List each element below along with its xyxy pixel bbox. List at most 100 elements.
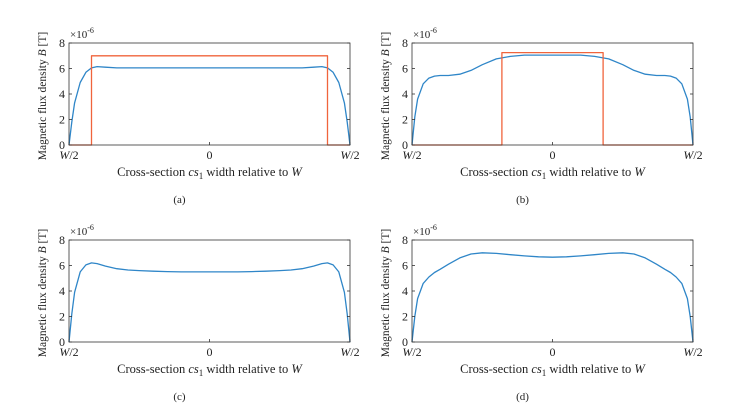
y-tick-label: 4: [59, 284, 65, 298]
y-label-var: B: [380, 49, 392, 56]
y-tick-label: 2: [402, 310, 408, 324]
x-tick-label: W/2: [59, 345, 78, 359]
series-line-blue: [68, 65, 351, 146]
x-tick-label: 0: [550, 345, 556, 359]
x-label-var-2: W: [634, 362, 646, 376]
x-label-var-2: W: [291, 165, 303, 179]
x-tick-rest: /2: [412, 345, 421, 359]
x-label-text: Cross-section: [117, 362, 188, 376]
x-label-subscript: 1: [199, 171, 204, 181]
x-label-var: cs: [531, 165, 542, 179]
y-scale-exponent: -6: [430, 223, 437, 232]
y-axis-label: Magnetic flux density B [T]: [37, 32, 49, 160]
y-label-var: B: [380, 246, 392, 253]
y-label-var: B: [37, 246, 49, 253]
x-tick-rest: /2: [350, 345, 359, 359]
y-scale-base: ×10: [70, 226, 88, 238]
y-tick-label: 8: [59, 233, 65, 247]
y-tick-label: 4: [59, 87, 65, 101]
x-tick-label: 0: [550, 148, 556, 162]
x-axis-label: Cross-section cs1 width relative to W: [117, 165, 303, 181]
x-tick-var: W: [340, 345, 351, 359]
y-tick-label: 6: [59, 259, 65, 273]
series-line-blue: [411, 252, 694, 343]
y-tick-label: 0: [59, 335, 65, 349]
y-scale-exponent: -6: [87, 223, 94, 232]
y-tick-label: 8: [402, 233, 408, 247]
x-label-subscript: 1: [542, 368, 547, 378]
y-tick-label: 4: [402, 284, 408, 298]
x-label-text-2: width relative to: [546, 165, 634, 179]
x-tick-var: W: [59, 148, 70, 162]
x-label-var: cs: [188, 165, 199, 179]
x-tick-label: W/2: [59, 148, 78, 162]
series-line-orange: [412, 51, 693, 146]
x-tick-var: W: [402, 345, 413, 359]
y-label-unit: [T]: [380, 229, 392, 247]
y-axis-label: Magnetic flux density B [T]: [37, 229, 49, 357]
y-tick-label: 6: [59, 62, 65, 76]
panel-caption: (d): [516, 391, 529, 403]
y-scale-base: ×10: [70, 29, 88, 41]
x-tick-var: W: [59, 345, 70, 359]
x-tick-rest: /2: [412, 148, 421, 162]
x-tick-label: W/2: [340, 148, 359, 162]
x-label-var: cs: [188, 362, 199, 376]
series-line-orange: [69, 55, 350, 146]
y-scale-base: ×10: [413, 226, 431, 238]
x-tick-var: W: [340, 148, 351, 162]
x-tick-var: W: [683, 148, 694, 162]
x-label-text: Cross-section: [460, 165, 531, 179]
y-scale-factor: ×10-6: [413, 223, 437, 238]
x-tick-rest: /2: [693, 345, 702, 359]
x-label-text: Cross-section: [460, 362, 531, 376]
plot-frame: [68, 42, 351, 146]
plot-frame: [68, 239, 351, 343]
panel-caption: (c): [173, 391, 186, 403]
x-tick-var: W: [402, 148, 413, 162]
y-tick-label: 0: [59, 138, 65, 152]
y-tick-label: 2: [59, 310, 65, 324]
y-scale-base: ×10: [413, 29, 431, 41]
y-tick-label: 6: [402, 259, 408, 273]
y-label-text: Magnetic flux density: [380, 56, 392, 160]
x-tick-label: W/2: [340, 345, 359, 359]
y-label-unit: [T]: [37, 229, 49, 247]
plot-frame: [411, 239, 694, 343]
panel-caption: (a): [173, 194, 186, 206]
y-scale-exponent: -6: [87, 26, 94, 35]
y-tick-label: 8: [59, 36, 65, 50]
y-label-var: B: [37, 49, 49, 56]
panel-caption: (b): [516, 194, 529, 206]
x-tick-rest: /2: [350, 148, 359, 162]
y-scale-factor: ×10-6: [413, 26, 437, 41]
x-axis-label: Cross-section cs1 width relative to W: [460, 362, 646, 378]
x-tick-label: W/2: [683, 148, 702, 162]
x-tick-rest: /2: [69, 345, 78, 359]
x-tick-label: W/2: [683, 345, 702, 359]
y-label-unit: [T]: [380, 32, 392, 50]
y-label-unit: [T]: [37, 32, 49, 50]
y-tick-label: 2: [59, 113, 65, 127]
plot-frame: [411, 42, 694, 146]
series-line-blue: [68, 262, 351, 343]
x-label-var-2: W: [291, 362, 303, 376]
x-tick-rest: /2: [693, 148, 702, 162]
x-label-subscript: 1: [542, 171, 547, 181]
x-tick-label: 0: [207, 148, 213, 162]
y-label-text: Magnetic flux density: [37, 56, 49, 160]
y-axis-label: Magnetic flux density B [T]: [380, 229, 392, 357]
x-tick-label: 0: [207, 345, 213, 359]
x-label-var: cs: [531, 362, 542, 376]
x-label-text-2: width relative to: [203, 362, 291, 376]
y-tick-label: 4: [402, 87, 408, 101]
y-scale-factor: ×10-6: [70, 223, 94, 238]
x-label-subscript: 1: [199, 368, 204, 378]
y-tick-label: 0: [402, 335, 408, 349]
y-tick-label: 2: [402, 113, 408, 127]
